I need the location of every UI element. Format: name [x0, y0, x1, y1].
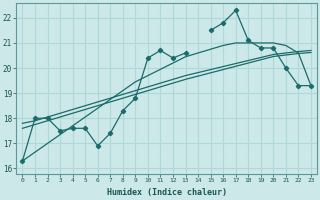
X-axis label: Humidex (Indice chaleur): Humidex (Indice chaleur) — [107, 188, 227, 197]
